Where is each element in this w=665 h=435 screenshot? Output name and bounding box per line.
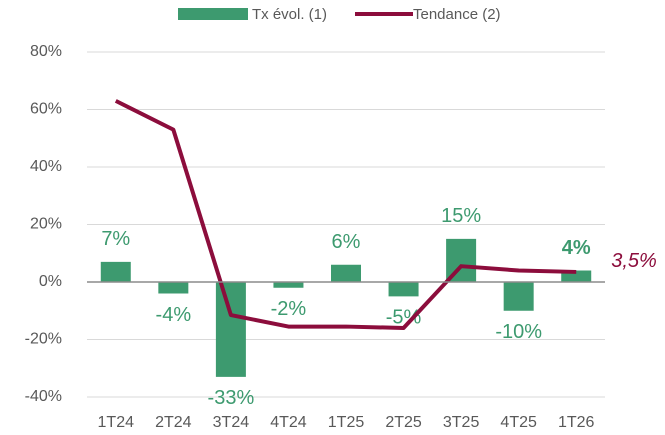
x-tick-label: 3T25 [443,414,480,431]
y-tick-label: -40% [25,388,62,405]
data-label: -33% [208,387,255,409]
x-tick-label: 1T24 [98,414,135,431]
x-tick-label: 3T24 [213,414,250,431]
legend-label: Tendance (2) [413,6,501,23]
bar [158,282,189,294]
bar [561,270,592,282]
y-tick-label: 40% [30,158,62,175]
bar [503,282,534,311]
bar [331,264,361,282]
data-label: -2% [271,298,307,320]
data-label: -4% [156,304,192,326]
bar [215,282,246,377]
bar [388,282,419,297]
x-tick-label: 4T24 [270,414,307,431]
data-label: 15% [441,205,481,227]
y-tick-label: 0% [39,273,62,290]
legend-swatch [178,8,248,20]
trend-line [114,99,577,330]
x-tick-label: 1T26 [558,414,595,431]
bar [273,282,304,288]
y-tick-label: 60% [30,101,62,118]
legend-label: Tx évol. (1) [252,6,327,23]
data-label: 7% [101,228,130,250]
bar [100,261,131,282]
x-tick-label: 2T24 [155,414,192,431]
y-tick-label: -20% [25,331,62,348]
data-label: 4% [562,237,591,259]
data-label: 6% [332,231,361,253]
data-label: -5% [386,307,422,329]
x-tick-label: 2T25 [385,414,422,431]
x-tick-label: 1T25 [328,414,365,431]
y-tick-label: 20% [30,216,62,233]
data-label: -10% [495,321,542,343]
y-tick-label: 80% [30,43,62,60]
data-label: 3,5% [611,250,657,272]
x-tick-label: 4T25 [500,414,537,431]
